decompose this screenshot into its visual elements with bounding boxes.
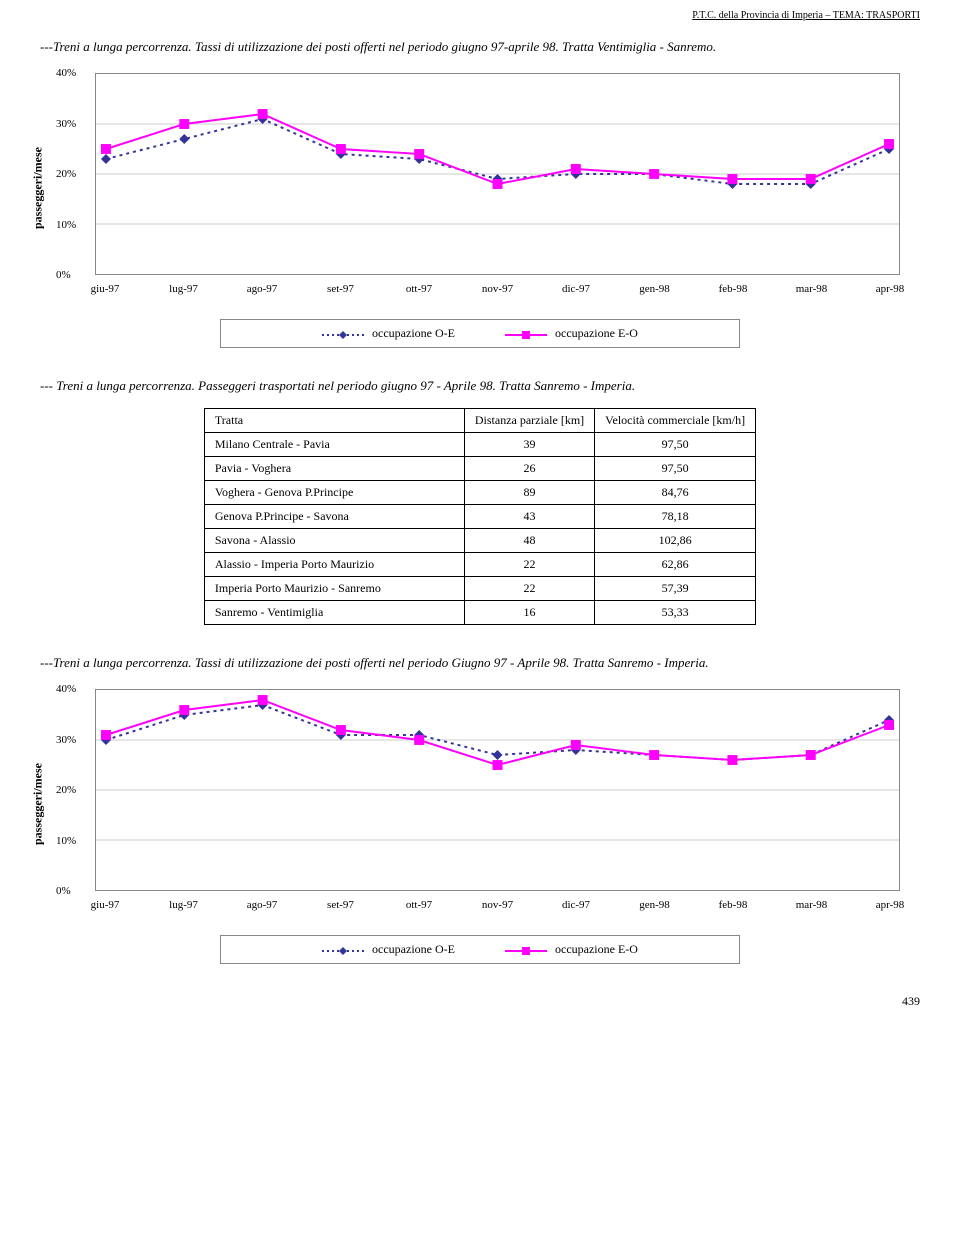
legend-eo-label: occupazione E-O bbox=[555, 326, 638, 341]
page-header: P.T.C. della Provincia di Imperia – TEMA… bbox=[40, 10, 920, 21]
chart2-caption: ---Treni a lunga percorrenza. Tassi di u… bbox=[40, 655, 920, 671]
xtick: ott-97 bbox=[406, 283, 432, 295]
legend-oe-swatch bbox=[322, 945, 364, 955]
table-cell: Imperia Porto Maurizio - Sanremo bbox=[204, 577, 464, 601]
table-cell: Pavia - Voghera bbox=[204, 457, 464, 481]
xtick: gen-98 bbox=[639, 283, 670, 295]
chart2-ylabel: passeggeri/mese bbox=[31, 763, 46, 845]
table-cell: 102,86 bbox=[595, 529, 756, 553]
xtick: feb-98 bbox=[719, 283, 748, 295]
chart1-ylabel: passeggeri/mese bbox=[31, 147, 46, 229]
table-header: Velocità commerciale [km/h] bbox=[595, 409, 756, 433]
chart2-legend: occupazione O-E occupazione E-O bbox=[220, 935, 740, 964]
legend-eo: occupazione E-O bbox=[505, 326, 638, 341]
xtick: mar-98 bbox=[796, 899, 828, 911]
table-row: Savona - Alassio48102,86 bbox=[204, 529, 755, 553]
legend-eo-swatch bbox=[505, 945, 547, 955]
chart2-svg bbox=[96, 690, 899, 890]
table-cell: 84,76 bbox=[595, 481, 756, 505]
chart2-plot bbox=[95, 689, 900, 891]
table-row: Voghera - Genova P.Principe8984,76 bbox=[204, 481, 755, 505]
xtick: ago-97 bbox=[247, 283, 278, 295]
table-row: Genova P.Principe - Savona4378,18 bbox=[204, 505, 755, 529]
xtick: giu-97 bbox=[91, 899, 120, 911]
table-header: Tratta bbox=[204, 409, 464, 433]
xtick: set-97 bbox=[327, 899, 354, 911]
xtick: nov-97 bbox=[482, 283, 513, 295]
xtick: feb-98 bbox=[719, 899, 748, 911]
legend-eo-label: occupazione E-O bbox=[555, 942, 638, 957]
xtick: ago-97 bbox=[247, 899, 278, 911]
chart1-svg bbox=[96, 74, 899, 274]
passengers-caption: --- Treni a lunga percorrenza. Passegger… bbox=[40, 378, 920, 394]
table-cell: Voghera - Genova P.Principe bbox=[204, 481, 464, 505]
ytick: 30% bbox=[56, 734, 76, 746]
table-row: Sanremo - Ventimiglia1653,33 bbox=[204, 601, 755, 625]
table-cell: 16 bbox=[464, 601, 594, 625]
legend-oe: occupazione O-E bbox=[322, 326, 455, 341]
ytick: 30% bbox=[56, 118, 76, 130]
legend-eo-swatch bbox=[505, 329, 547, 339]
xtick: set-97 bbox=[327, 283, 354, 295]
xtick: lug-97 bbox=[169, 283, 198, 295]
legend-oe-label: occupazione O-E bbox=[372, 942, 455, 957]
table-cell: 97,50 bbox=[595, 433, 756, 457]
xtick: giu-97 bbox=[91, 283, 120, 295]
xtick: ott-97 bbox=[406, 899, 432, 911]
xtick: lug-97 bbox=[169, 899, 198, 911]
chart1-caption: ---Treni a lunga percorrenza. Tassi di u… bbox=[40, 39, 920, 55]
ytick: 10% bbox=[56, 835, 76, 847]
chart1-plot bbox=[95, 73, 900, 275]
xtick: dic-97 bbox=[562, 283, 590, 295]
xtick: apr-98 bbox=[876, 899, 905, 911]
table-cell: 39 bbox=[464, 433, 594, 457]
table-cell: 43 bbox=[464, 505, 594, 529]
xtick: nov-97 bbox=[482, 899, 513, 911]
legend-oe: occupazione O-E bbox=[322, 942, 455, 957]
table-row: Alassio - Imperia Porto Maurizio2262,86 bbox=[204, 553, 755, 577]
xtick: apr-98 bbox=[876, 283, 905, 295]
ytick: 0% bbox=[56, 885, 71, 897]
table-header-row: Tratta Distanza parziale [km] Velocità c… bbox=[204, 409, 755, 433]
table-cell: Savona - Alassio bbox=[204, 529, 464, 553]
legend-eo: occupazione E-O bbox=[505, 942, 638, 957]
table-cell: 48 bbox=[464, 529, 594, 553]
table-cell: 53,33 bbox=[595, 601, 756, 625]
table-row: Pavia - Voghera2697,50 bbox=[204, 457, 755, 481]
table-cell: 97,50 bbox=[595, 457, 756, 481]
ytick: 20% bbox=[56, 784, 76, 796]
tratta-table: Tratta Distanza parziale [km] Velocità c… bbox=[204, 408, 756, 625]
ytick: 40% bbox=[56, 67, 76, 79]
legend-oe-swatch bbox=[322, 329, 364, 339]
table-cell: Alassio - Imperia Porto Maurizio bbox=[204, 553, 464, 577]
ytick: 40% bbox=[56, 683, 76, 695]
ytick: 20% bbox=[56, 168, 76, 180]
page-number: 439 bbox=[40, 994, 920, 1009]
xtick: dic-97 bbox=[562, 899, 590, 911]
chart1-legend: occupazione O-E occupazione E-O bbox=[220, 319, 740, 348]
legend-oe-label: occupazione O-E bbox=[372, 326, 455, 341]
ytick: 10% bbox=[56, 219, 76, 231]
table-row: Milano Centrale - Pavia3997,50 bbox=[204, 433, 755, 457]
ytick: 0% bbox=[56, 269, 71, 281]
xtick: gen-98 bbox=[639, 899, 670, 911]
table-cell: 22 bbox=[464, 577, 594, 601]
table-cell: 89 bbox=[464, 481, 594, 505]
table-cell: Genova P.Principe - Savona bbox=[204, 505, 464, 529]
table-cell: Sanremo - Ventimiglia bbox=[204, 601, 464, 625]
chart2: passeggeri/mese 0%10%20%30%40%giu-97lug-… bbox=[50, 679, 910, 929]
table-cell: 22 bbox=[464, 553, 594, 577]
table-cell: 62,86 bbox=[595, 553, 756, 577]
xtick: mar-98 bbox=[796, 283, 828, 295]
table-cell: 57,39 bbox=[595, 577, 756, 601]
table-cell: Milano Centrale - Pavia bbox=[204, 433, 464, 457]
chart1: passeggeri/mese 0%10%20%30%40%giu-97lug-… bbox=[50, 63, 910, 313]
table-row: Imperia Porto Maurizio - Sanremo2257,39 bbox=[204, 577, 755, 601]
table-cell: 78,18 bbox=[595, 505, 756, 529]
table-cell: 26 bbox=[464, 457, 594, 481]
table-header: Distanza parziale [km] bbox=[464, 409, 594, 433]
